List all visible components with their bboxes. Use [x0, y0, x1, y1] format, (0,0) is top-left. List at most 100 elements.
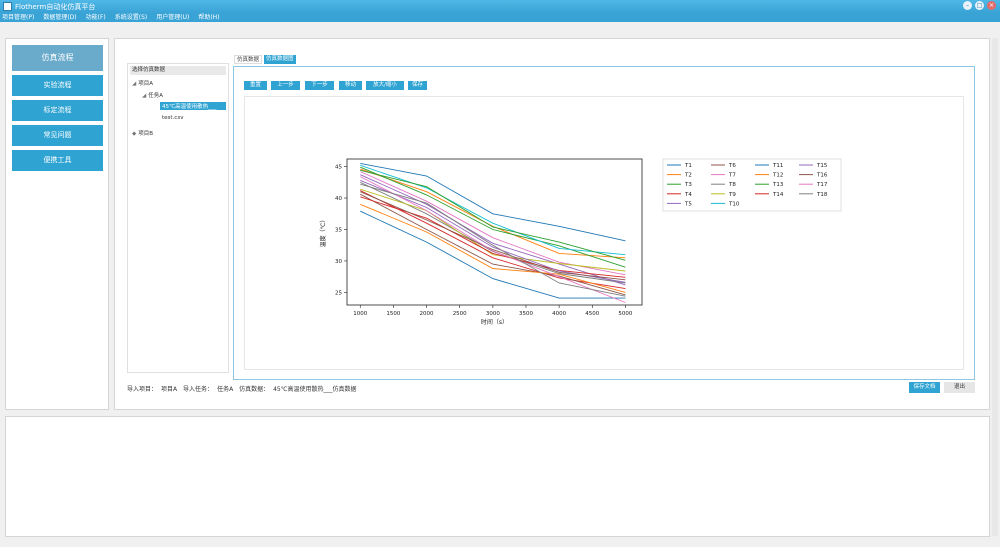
legend-label-T8: T8	[728, 182, 736, 188]
plot-frame: 1000 1500 2000 2500 3000 3500 4000 4500 5000 25 30…	[244, 96, 964, 370]
prev-step-button[interactable]: 上一步	[271, 81, 300, 90]
status-data: 45℃高温使用散热___仿真数据	[273, 386, 357, 393]
collapsed-icon[interactable]: ◆	[132, 131, 137, 137]
y-axis-label: 温度（℃）	[319, 217, 327, 248]
y-tick-label: 30	[335, 259, 342, 265]
series-line-T17	[360, 176, 626, 303]
x-tick-label: 3500	[519, 311, 533, 317]
nav-experiment-flow[interactable]: 实验流程	[12, 75, 103, 96]
legend-label-T5: T5	[684, 201, 692, 207]
tree-header: 选择仿真数据	[130, 66, 226, 75]
tree-item-task-a[interactable]: ◢ 任务A	[142, 91, 163, 99]
y-tick-label: 45	[335, 165, 342, 171]
status-data-label: 仿真数据：	[239, 386, 270, 393]
series-line-T13	[360, 169, 626, 261]
menu-users[interactable]: 用户管理(U)	[156, 14, 190, 21]
left-nav-panel: 仿真流程 实验流程 标定流程 常见问题 便携工具	[5, 38, 109, 410]
window-controls: – □ ×	[963, 1, 996, 10]
y-tick-label: 35	[335, 227, 342, 233]
exit-button[interactable]: 退出	[944, 382, 975, 393]
legend-label-T17: T17	[816, 182, 828, 188]
app-icon	[3, 2, 12, 11]
x-axis-label: 时间（s）	[481, 318, 508, 326]
save-document-button[interactable]: 保存文档	[909, 382, 940, 393]
move-button[interactable]: 移动	[339, 81, 362, 90]
title-bar: Flotherm自动化仿真平台 – □ ×	[0, 0, 1000, 13]
tab-sim-chart[interactable]: 仿真数据图	[264, 55, 296, 64]
temperature-line-chart: 1000 1500 2000 2500 3000 3500 4000 4500 5000 25 30…	[319, 158, 842, 326]
legend-label-T18: T18	[816, 192, 828, 198]
x-tick-label: 3000	[486, 311, 500, 317]
x-tick-label: 5000	[618, 311, 632, 317]
expand-icon[interactable]: ◢	[142, 93, 147, 99]
window-title: Flotherm自动化仿真平台	[15, 3, 96, 11]
tree-item-label: 任务A	[148, 93, 163, 99]
series-line-T14	[360, 196, 626, 278]
series-line-T2	[360, 168, 626, 259]
vertical-scrollbar[interactable]	[992, 38, 998, 536]
legend-label-T3: T3	[684, 182, 692, 188]
status-task-label: 导入任务：	[183, 386, 214, 393]
menu-help[interactable]: 帮助(H)	[198, 14, 220, 21]
status-project: 项目A	[161, 386, 178, 393]
close-icon[interactable]: ×	[987, 1, 996, 10]
menu-data[interactable]: 数据管理(D)	[43, 14, 77, 21]
series-line-T16	[360, 191, 626, 281]
tree-item-project-a[interactable]: ◢ 项目A	[132, 79, 153, 87]
menu-project[interactable]: 项目管理(P)	[2, 14, 35, 21]
expand-icon[interactable]: ◢	[132, 81, 137, 87]
series-line-T6	[360, 193, 626, 296]
x-tick-label: 1500	[386, 311, 400, 317]
save-chart-button[interactable]: 保存	[408, 81, 427, 90]
series-line-T1	[360, 162, 626, 242]
x-tick-label: 1000	[353, 311, 367, 317]
tree-item-project-b[interactable]: ◆ 项目B	[132, 129, 153, 137]
minimize-icon[interactable]: –	[963, 1, 972, 10]
x-tick-label: 4500	[585, 311, 599, 317]
series-line-T3	[360, 166, 626, 268]
chart-legend	[662, 158, 842, 212]
series-line-T10	[360, 164, 626, 256]
legend-label-T2: T2	[684, 173, 692, 179]
series-line-T12	[360, 203, 626, 293]
series-line-T18	[360, 183, 626, 297]
series-line-T4	[360, 190, 626, 290]
legend-label-T1: T1	[684, 163, 692, 169]
next-step-button[interactable]: 下一步	[305, 81, 334, 90]
menu-settings[interactable]: 系统设置(S)	[114, 14, 148, 21]
series-line-T9	[360, 188, 626, 272]
bottom-panel	[5, 416, 990, 537]
maximize-icon[interactable]: □	[975, 1, 984, 10]
nav-portable-tools[interactable]: 便携工具	[12, 150, 103, 171]
chart-tab-content: 重置 上一步 下一步 移动 放大/缩小 保存 1000 1500 2000 2500 3…	[233, 66, 975, 380]
nav-faq[interactable]: 常见问题	[12, 125, 103, 146]
legend-label-T16: T16	[816, 173, 828, 179]
menu-function[interactable]: 功能(F)	[85, 14, 106, 21]
legend-label-T11: T11	[772, 163, 783, 169]
zoom-button[interactable]: 放大/缩小	[366, 81, 404, 90]
series-line-T5	[360, 174, 626, 286]
plot-axes-frame	[346, 158, 643, 306]
legend-label-T13: T13	[772, 182, 784, 188]
nav-calibration-flow[interactable]: 标定流程	[12, 100, 103, 121]
legend-label-T10: T10	[728, 201, 740, 207]
y-tick-label: 40	[335, 196, 342, 202]
main-panel: 选择仿真数据 ◢ 项目A ◢ 任务A 45℃高温使用散热___ test.csv ◆…	[114, 38, 990, 410]
series-line-T11	[360, 210, 626, 299]
tree-item-test-csv[interactable]: test.csv	[162, 115, 184, 121]
x-tick-label: 2000	[420, 311, 434, 317]
tab-sim-data[interactable]: 仿真数据	[234, 55, 263, 64]
status-project-label: 导入项目：	[127, 386, 158, 393]
nav-simulation-flow[interactable]: 仿真流程	[12, 45, 103, 71]
tree-item-label: 项目B	[138, 131, 154, 137]
x-tick-label: 2500	[453, 311, 467, 317]
legend-label-T6: T6	[728, 163, 736, 169]
reset-button[interactable]: 重置	[244, 81, 267, 90]
tab-bar: 仿真数据 仿真数据图	[234, 55, 296, 64]
legend-label-T12: T12	[772, 173, 783, 179]
x-tick-label: 4000	[552, 311, 566, 317]
legend-label-T9: T9	[728, 192, 736, 198]
legend-label-T4: T4	[684, 192, 692, 198]
tree-item-sim-data[interactable]: 45℃高温使用散热___	[160, 102, 226, 110]
status-bar: 导入项目： 项目A 导入任务： 任务A 仿真数据： 45℃高温使用散热___仿真数据	[127, 384, 360, 393]
